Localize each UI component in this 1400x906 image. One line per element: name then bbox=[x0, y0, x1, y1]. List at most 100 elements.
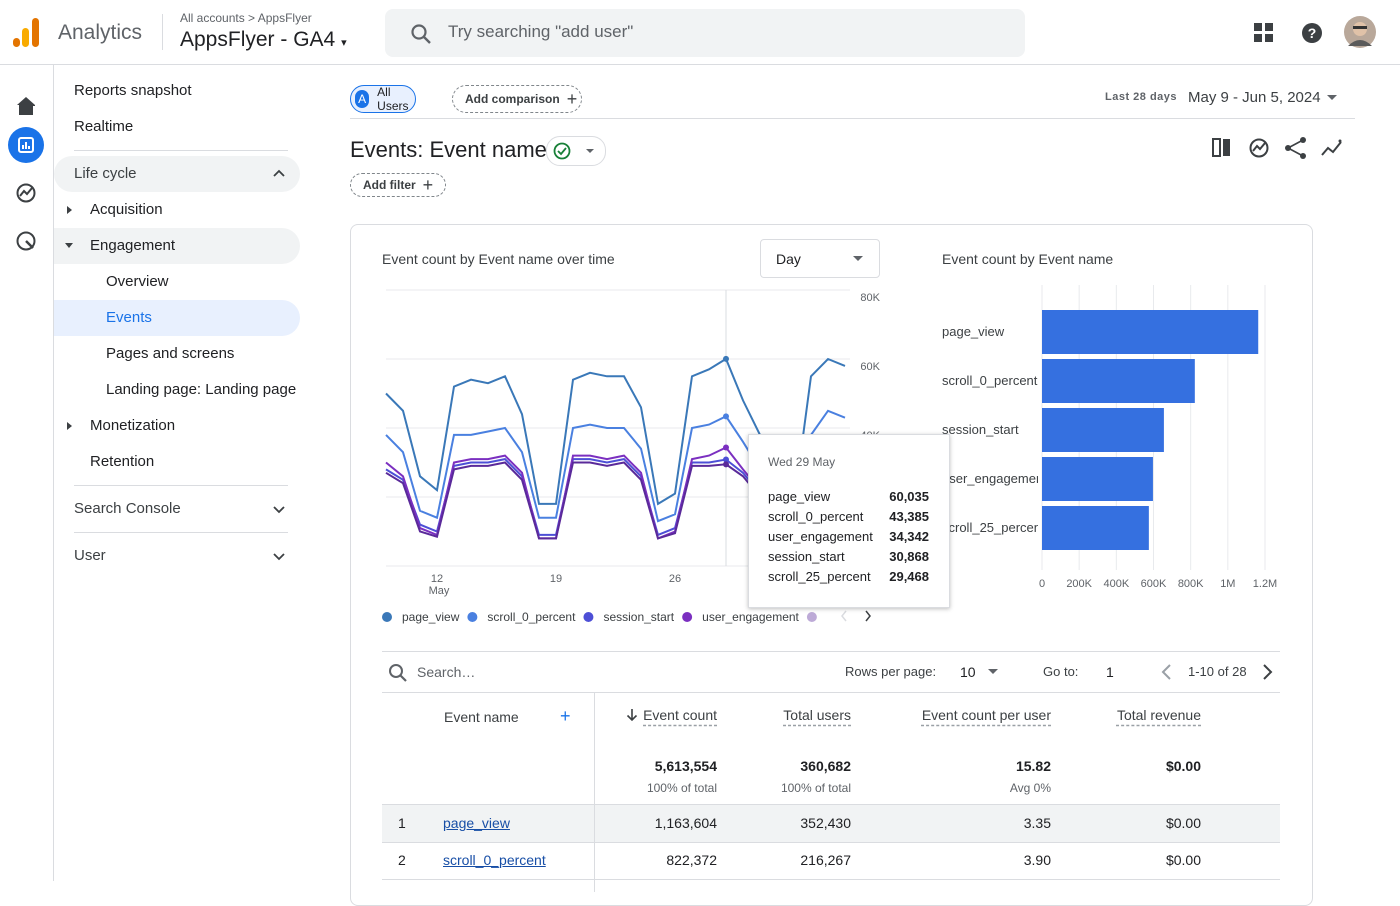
column-header[interactable]: Event count per user bbox=[921, 707, 1051, 723]
nav-item[interactable]: Landing page: Landing page bbox=[106, 381, 297, 398]
report-title: Events: Event name bbox=[350, 137, 547, 162]
divider bbox=[74, 150, 288, 151]
nav-item-selected[interactable]: Events bbox=[106, 309, 152, 326]
column-header[interactable]: Total users bbox=[783, 707, 851, 723]
check-icon bbox=[553, 142, 594, 160]
prev-page[interactable] bbox=[1160, 663, 1172, 681]
tooltip-date: Wed 29 May bbox=[768, 455, 836, 469]
status-chip[interactable] bbox=[546, 136, 606, 166]
breadcrumb-account[interactable]: AppsFlyer bbox=[257, 11, 312, 25]
event-link[interactable]: page_view bbox=[443, 815, 510, 831]
hover-point bbox=[723, 413, 729, 420]
nav-item[interactable]: Reports snapshot bbox=[74, 82, 192, 99]
add-comparison[interactable]: Add comparison + bbox=[452, 85, 582, 113]
x-tick-label: 400K bbox=[1103, 578, 1129, 590]
add-dimension[interactable]: + bbox=[560, 706, 571, 726]
chevron-down[interactable] bbox=[272, 549, 286, 563]
segment-name: All Users bbox=[377, 85, 409, 113]
divider bbox=[382, 879, 1280, 880]
nav-item[interactable]: Realtime bbox=[74, 118, 134, 135]
section-title[interactable]: User bbox=[74, 547, 106, 564]
apps-icon[interactable] bbox=[1254, 23, 1274, 43]
search-box[interactable]: Try searching "add user" bbox=[385, 9, 1025, 57]
nav-item[interactable]: Overview bbox=[106, 273, 169, 290]
divider bbox=[382, 842, 1280, 843]
cell-value: 216,267 bbox=[800, 852, 851, 868]
total-value: 5,613,554 bbox=[654, 758, 717, 774]
divider bbox=[382, 651, 1280, 652]
row-index: 1 bbox=[398, 815, 406, 831]
go-to[interactable]: 1 bbox=[1106, 664, 1114, 680]
help-icon[interactable]: ? bbox=[1301, 22, 1323, 44]
nav-item[interactable]: Retention bbox=[90, 453, 155, 470]
legend-swatch bbox=[682, 612, 693, 622]
caret-right[interactable] bbox=[65, 205, 75, 215]
row-index: 2 bbox=[398, 852, 406, 868]
legend-item[interactable]: session_start bbox=[583, 610, 675, 624]
date-caret[interactable] bbox=[1327, 94, 1337, 102]
bar-label-box: scroll_25_percent bbox=[942, 521, 1038, 535]
property-selector[interactable]: AppsFlyer - GA4 ▾ bbox=[180, 28, 347, 51]
nav-item[interactable]: Engagement bbox=[90, 237, 176, 254]
product-name: Analytics bbox=[58, 21, 143, 44]
section-header-bg[interactable] bbox=[54, 156, 300, 192]
table-search-placeholder[interactable]: Search… bbox=[417, 664, 476, 680]
nav-item[interactable]: Pages and screens bbox=[106, 345, 235, 362]
tooltip-series: scroll_25_percent bbox=[768, 569, 871, 584]
sort-arrow[interactable] bbox=[626, 708, 638, 722]
tooltip-series: scroll_0_percent bbox=[768, 509, 864, 524]
next-page[interactable] bbox=[1262, 663, 1274, 681]
ga4-page: { "header": {"product": "Analytics", "br… bbox=[0, 9, 1400, 906]
nav-item[interactable]: Acquisition bbox=[90, 201, 163, 218]
tooltip-value: 29,468 bbox=[889, 569, 929, 584]
legend-swatch bbox=[806, 612, 817, 622]
granularity-select[interactable]: Day bbox=[760, 239, 880, 278]
rows-per-page[interactable]: 10 bbox=[960, 664, 976, 680]
tooltip-series: user_engagement bbox=[768, 529, 873, 544]
x-tick-label: 1M bbox=[1220, 578, 1235, 590]
x-tick-label: 12 bbox=[431, 573, 443, 585]
icon-rail bbox=[0, 65, 54, 881]
legend-item[interactable]: user_engagement bbox=[682, 610, 800, 624]
section-title[interactable]: Search Console bbox=[74, 500, 181, 517]
tooltip-series: page_view bbox=[768, 489, 831, 504]
chevron-down[interactable] bbox=[272, 502, 286, 516]
y-tick-label: 80K bbox=[860, 292, 880, 304]
trend-icon[interactable] bbox=[1321, 139, 1342, 156]
section-title[interactable]: Life cycle bbox=[74, 165, 137, 182]
column-header[interactable]: Total revenue bbox=[1116, 707, 1201, 723]
legend-item[interactable]: scroll_25_percent bbox=[806, 610, 922, 624]
home-icon[interactable] bbox=[17, 97, 35, 115]
advertising-icon[interactable] bbox=[16, 231, 36, 251]
search-icon bbox=[411, 24, 431, 44]
property-name[interactable]: AppsFlyer - GA4 bbox=[180, 28, 336, 51]
event-link[interactable]: scroll_0_percent bbox=[443, 852, 546, 868]
divider bbox=[162, 14, 163, 50]
breadcrumb-root[interactable]: All accounts bbox=[180, 11, 245, 25]
avatar[interactable] bbox=[1344, 16, 1376, 48]
report-actions bbox=[1212, 137, 1342, 159]
insights-icon[interactable] bbox=[1249, 138, 1269, 158]
segment-chip[interactable]: A All Users bbox=[350, 85, 416, 113]
legend-item[interactable]: scroll_0_percent bbox=[467, 610, 576, 624]
rail-icons bbox=[8, 97, 44, 251]
data-table: Search… Rows per page: 10 Go to: 1 1-10 … bbox=[382, 651, 1280, 892]
date-range[interactable]: May 9 - Jun 5, 2024 bbox=[1188, 89, 1321, 106]
nav-item[interactable]: Monetization bbox=[90, 417, 176, 434]
legend-item[interactable]: page_view bbox=[382, 610, 460, 624]
segment-badge: A bbox=[355, 90, 370, 108]
caret-down[interactable] bbox=[64, 241, 74, 251]
explore-icon[interactable] bbox=[16, 183, 36, 203]
caret-right[interactable] bbox=[65, 421, 75, 431]
breadcrumb[interactable]: All accounts > AppsFlyer bbox=[180, 11, 312, 25]
divider bbox=[382, 692, 1280, 693]
y-tick-label: session_start bbox=[942, 422, 1019, 437]
share-icon[interactable] bbox=[1285, 137, 1306, 159]
add-filter[interactable]: Add filter + bbox=[350, 173, 446, 197]
column-header[interactable]: Event name bbox=[444, 709, 519, 725]
column-header[interactable]: Event count bbox=[643, 707, 717, 723]
compare-icon[interactable] bbox=[1212, 138, 1230, 157]
bar bbox=[1042, 408, 1164, 452]
chevron-up[interactable] bbox=[272, 167, 286, 181]
rows-caret[interactable] bbox=[988, 669, 998, 675]
